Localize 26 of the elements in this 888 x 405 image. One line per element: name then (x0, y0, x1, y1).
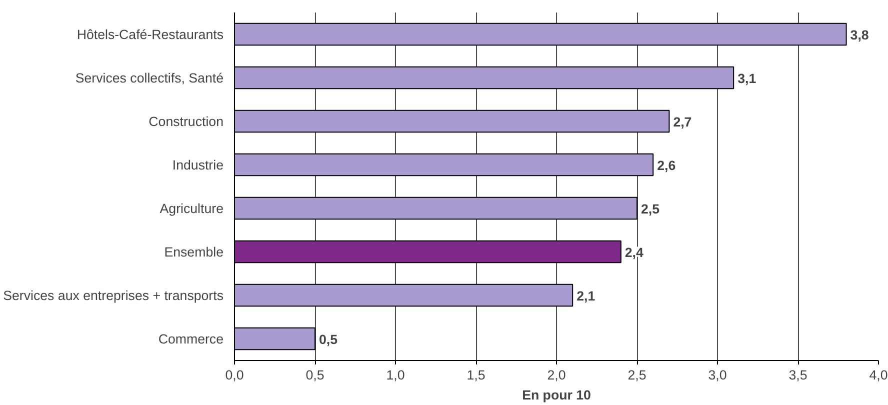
y-tick-label: Hôtels-Café-Restaurants (76, 26, 224, 42)
data-label: 3,8 (850, 27, 869, 42)
data-label: 2,5 (641, 201, 660, 216)
x-tick-label: 1,5 (466, 368, 486, 382)
x-tick-label: 1,0 (386, 368, 405, 382)
data-label: 2,7 (673, 114, 692, 130)
x-tick-label: 0,5 (306, 368, 324, 382)
data-label: 2,1 (576, 288, 596, 304)
y-tick-label: Commerce (158, 331, 224, 346)
x-tick-label: 3,5 (788, 368, 808, 382)
y-tick-label: Ensemble (164, 244, 224, 260)
x-tick-label: 2,0 (547, 368, 566, 382)
data-label: 2,6 (657, 158, 676, 173)
data-label: 3,1 (738, 70, 757, 86)
x-axis-title: En pour 10 (522, 388, 591, 402)
y-tick-label: Construction (148, 114, 224, 129)
x-tick-label: 3,0 (708, 368, 727, 382)
y-tick-label: Agriculture (160, 200, 224, 216)
y-tick-label: Services aux entreprises + transports (3, 288, 224, 303)
x-tick-label: 4,0 (869, 368, 888, 382)
x-tick-label: 0,0 (225, 368, 244, 382)
y-tick-label: Industrie (172, 157, 224, 172)
data-label: 0,5 (319, 332, 338, 347)
x-tick-label: 2,5 (628, 368, 646, 382)
y-tick-label: Services collectifs, Santé (75, 70, 224, 86)
data-label: 2,4 (624, 244, 644, 260)
